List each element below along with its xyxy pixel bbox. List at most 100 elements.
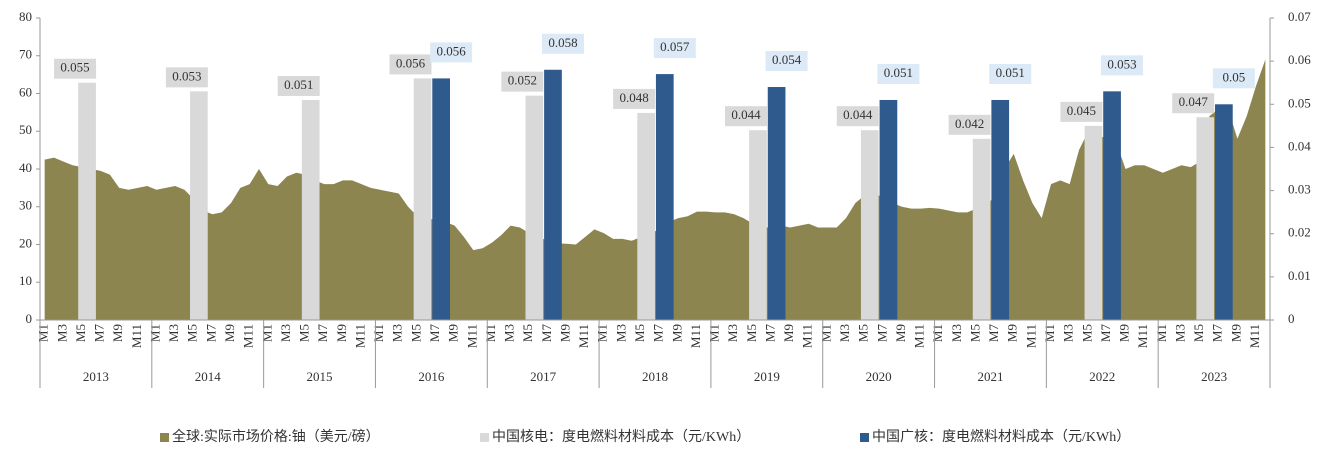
value-label-box: [948, 114, 991, 135]
bar: [860, 130, 879, 320]
x-tick-label: M1: [930, 324, 945, 342]
x-tick-label: M11: [352, 324, 367, 348]
x-tick-label: M1: [595, 324, 610, 342]
x-tick-label: M7: [427, 324, 442, 343]
value-label-box: [724, 106, 767, 127]
y-tick-label: 30: [19, 198, 32, 213]
bar: [432, 78, 450, 321]
y-tick-label: 50: [19, 122, 32, 137]
value-label-box: [277, 75, 320, 96]
x-tick-label: M3: [1172, 324, 1187, 342]
value-label-box: [165, 67, 208, 88]
x-tick-label: M5: [408, 324, 423, 342]
legend-label: 中国核电：度电燃料材料成本（元/KWh）: [492, 428, 750, 445]
x-tick-label: M5: [856, 324, 871, 342]
x-tick-label: M3: [613, 324, 628, 342]
year-label: 2015: [307, 369, 333, 384]
y-tick-label: 70: [19, 47, 32, 62]
value-label-box: [389, 54, 432, 75]
value-label: 0.047: [1179, 94, 1209, 109]
x-tick-label: M7: [651, 324, 666, 343]
value-label: 0.05: [1223, 69, 1246, 84]
x-tick-label: M3: [725, 324, 740, 342]
value-label: 0.051: [996, 65, 1025, 80]
value-label: 0.045: [1067, 103, 1096, 118]
value-label-box: [1212, 68, 1255, 89]
x-tick-label: M11: [241, 324, 256, 348]
bar: [78, 82, 96, 320]
bar: [972, 138, 991, 320]
value-label: 0.052: [508, 73, 537, 88]
value-label-box: [430, 42, 473, 63]
x-tick-label: M5: [1079, 324, 1094, 342]
legend-marker: [160, 433, 169, 442]
bar: [879, 99, 898, 320]
value-label: 0.042: [955, 116, 984, 131]
x-tick-label: M7: [762, 324, 777, 343]
x-tick-label: M9: [446, 324, 461, 342]
x-tick-label: M5: [967, 324, 982, 342]
bar: [1103, 91, 1121, 320]
x-tick-label: M11: [464, 324, 479, 348]
x-tick-label: M9: [222, 324, 237, 342]
x-tick-label: M3: [502, 324, 517, 342]
value-label-box: [877, 63, 920, 84]
x-tick-label: M7: [92, 324, 107, 343]
x-tick-label: M7: [1210, 324, 1225, 343]
x-tick-label: M11: [1023, 324, 1038, 348]
value-label: 0.057: [660, 39, 690, 54]
bar: [544, 69, 562, 321]
x-tick-label: M9: [557, 324, 572, 342]
x-tick-label: M11: [688, 324, 703, 348]
value-label: 0.056: [396, 55, 426, 70]
value-label-box: [1101, 55, 1144, 76]
bar: [190, 91, 208, 320]
x-tick-label: M1: [1154, 324, 1169, 342]
x-tick-label: M5: [185, 324, 200, 342]
value-label: 0.053: [1107, 56, 1136, 71]
x-tick-label: M9: [669, 324, 684, 342]
x-tick-label: M9: [334, 324, 349, 342]
bar: [525, 95, 544, 321]
bar: [637, 112, 655, 321]
value-label: 0.058: [548, 35, 577, 50]
year-label: 2018: [642, 369, 668, 384]
x-tick-label: M11: [1247, 324, 1262, 348]
x-tick-label: M9: [1005, 324, 1020, 342]
legend-marker: [480, 433, 489, 442]
bar: [767, 87, 786, 321]
value-label: 0.055: [60, 60, 89, 75]
y2-tick-label: 0: [1288, 311, 1295, 326]
value-label-box: [989, 63, 1032, 84]
bar: [749, 130, 767, 320]
bar: [301, 99, 320, 320]
value-label-box: [613, 88, 656, 109]
x-tick-label: M7: [874, 324, 889, 343]
bar: [991, 99, 1010, 320]
value-label: 0.056: [437, 43, 467, 58]
y-tick-label: 80: [19, 9, 32, 24]
year-label: 2023: [1201, 369, 1227, 384]
x-tick-label: M3: [278, 324, 293, 342]
x-tick-label: M11: [129, 324, 144, 348]
year-label: 2013: [83, 369, 109, 384]
x-tick-label: M5: [297, 324, 312, 342]
value-label-box: [836, 106, 879, 127]
x-tick-label: M7: [539, 324, 554, 343]
x-tick-label: M1: [483, 324, 498, 342]
y-tick-label: 40: [19, 160, 32, 175]
x-tick-label: M3: [54, 324, 69, 342]
x-tick-label: M1: [147, 324, 162, 342]
x-tick-label: M1: [259, 324, 274, 342]
x-tick-label: M3: [1061, 324, 1076, 342]
x-tick-label: M7: [986, 324, 1001, 343]
value-label-box: [501, 71, 544, 92]
value-label-box: [54, 58, 97, 79]
value-label: 0.048: [620, 90, 649, 105]
y2-tick-label: 0.05: [1288, 95, 1311, 110]
y2-tick-label: 0.01: [1288, 268, 1311, 283]
x-tick-label: M5: [632, 324, 647, 342]
x-tick-label: M5: [744, 324, 759, 342]
value-label: 0.053: [172, 68, 201, 83]
x-tick-label: M9: [781, 324, 796, 342]
